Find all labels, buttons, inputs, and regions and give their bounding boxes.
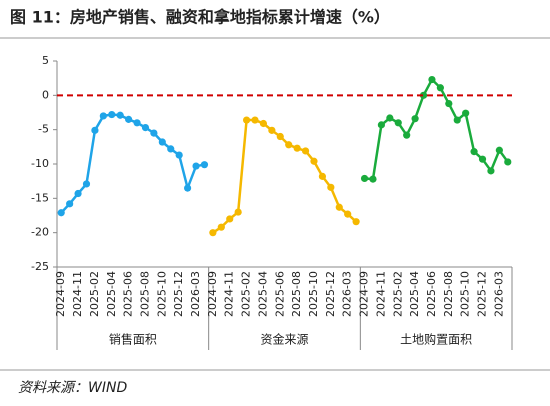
y-tick-label: -15	[31, 191, 49, 204]
x-tick-label: 2025-08	[442, 271, 455, 317]
y-tick-label: -20	[31, 226, 49, 239]
x-tick-label: 2025-12	[172, 271, 185, 317]
data-point	[360, 174, 369, 183]
x-tick-label: 2025-10	[307, 271, 320, 317]
x-tick-label: 2025-08	[138, 271, 151, 317]
x-tick-label: 2025-02	[240, 271, 253, 317]
data-point	[318, 172, 327, 180]
data-point	[453, 116, 461, 124]
series-line	[212, 118, 357, 234]
data-point	[419, 91, 428, 99]
x-tick-label: 2026-03	[341, 271, 354, 317]
data-point	[462, 109, 470, 117]
data-point	[57, 209, 65, 217]
series-line	[60, 113, 205, 214]
data-point	[310, 157, 318, 165]
x-tick-label: 2025-08	[290, 271, 303, 317]
data-point	[133, 119, 141, 127]
data-point	[125, 115, 133, 123]
x-tick-label: 2024-09	[358, 271, 371, 317]
data-point	[259, 119, 268, 128]
data-point	[495, 146, 503, 154]
x-tick-label: 2025-04	[408, 271, 421, 317]
group-label: 土地购置面积	[400, 332, 472, 347]
data-point	[116, 111, 124, 119]
y-tick-label: 0	[42, 88, 49, 101]
data-point	[504, 158, 512, 166]
data-point	[386, 114, 394, 122]
data-point	[150, 129, 158, 137]
x-tick-label: 2024-11	[71, 271, 84, 317]
data-point	[192, 162, 200, 170]
series-line	[364, 77, 509, 181]
data-point	[99, 112, 107, 120]
data-point	[470, 148, 478, 156]
x-tick-label: 2025-02	[88, 271, 101, 317]
x-tick-label: 2024-09	[54, 271, 67, 317]
x-tick-label: 2026-03	[189, 271, 202, 317]
data-point	[141, 124, 150, 132]
data-point	[200, 161, 209, 169]
data-point	[352, 218, 360, 226]
data-point	[184, 184, 192, 192]
x-tick-label: 2024-11	[374, 271, 387, 317]
data-point	[217, 223, 225, 231]
y-tick-label: -5	[38, 123, 49, 136]
x-tick-label: 2025-02	[391, 271, 404, 317]
data-point	[301, 147, 310, 155]
data-point	[167, 145, 175, 153]
group-label: 资金来源	[260, 332, 308, 347]
source-note: 资料来源：WIND	[18, 380, 127, 396]
data-point	[276, 132, 284, 141]
data-point	[335, 203, 343, 211]
data-point	[293, 144, 301, 152]
data-point	[209, 229, 217, 237]
x-tick-label: 2025-04	[105, 271, 118, 317]
data-point	[268, 126, 276, 134]
chart-title: 图 11：房地产销售、融资和拿地指标累计增速（%）	[10, 8, 390, 27]
data-point	[411, 115, 419, 123]
x-tick-label: 2025-12	[476, 271, 489, 317]
data-point	[478, 155, 487, 163]
data-point	[251, 116, 259, 124]
x-tick-label: 2025-04	[256, 271, 269, 317]
data-point	[377, 121, 385, 129]
x-tick-label: 2025-06	[122, 271, 135, 317]
data-point	[344, 210, 352, 218]
data-point	[369, 175, 377, 183]
x-tick-label: 2025-06	[273, 271, 286, 317]
data-point	[403, 131, 411, 139]
data-point	[226, 215, 234, 223]
y-tick-label: -10	[31, 157, 49, 170]
data-point	[91, 126, 99, 134]
group-label: 销售面积	[109, 332, 157, 347]
x-tick-label: 2026-03	[492, 271, 505, 317]
x-tick-label: 2024-11	[223, 271, 236, 317]
x-tick-label: 2024-09	[206, 271, 219, 317]
y-tick-label: -25	[31, 260, 49, 273]
data-point	[234, 208, 242, 216]
data-point	[158, 138, 166, 146]
data-point	[487, 167, 495, 175]
x-tick-label: 2025-10	[459, 271, 472, 317]
data-point	[285, 141, 293, 149]
data-point	[74, 189, 82, 198]
data-point	[66, 200, 74, 208]
data-point	[394, 119, 402, 127]
data-point	[108, 110, 116, 119]
data-point	[327, 183, 335, 191]
data-point	[175, 151, 183, 159]
data-point	[436, 84, 444, 92]
data-point	[242, 116, 251, 124]
x-tick-label: 2025-06	[425, 271, 438, 317]
data-point	[428, 75, 436, 84]
data-point	[445, 99, 453, 108]
x-tick-label: 2025-10	[155, 271, 168, 317]
x-tick-label: 2025-12	[324, 271, 337, 317]
y-tick-label: 5	[42, 54, 49, 67]
data-point	[82, 180, 91, 188]
